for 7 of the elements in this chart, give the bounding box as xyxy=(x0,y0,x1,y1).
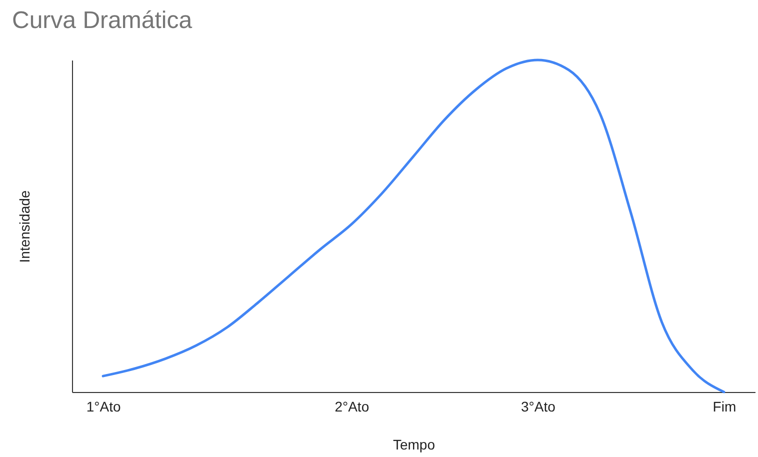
chart-title: Curva Dramática xyxy=(12,6,193,34)
y-axis-title: Intensidade xyxy=(16,190,32,263)
x-axis-title: Tempo xyxy=(392,436,436,452)
x-tick-label: Fim xyxy=(712,398,736,414)
x-tick-label: 1°Ato xyxy=(86,398,121,414)
x-tick-label: 3°Ato xyxy=(520,398,556,414)
x-tick-label: 2°Ato xyxy=(334,398,370,414)
